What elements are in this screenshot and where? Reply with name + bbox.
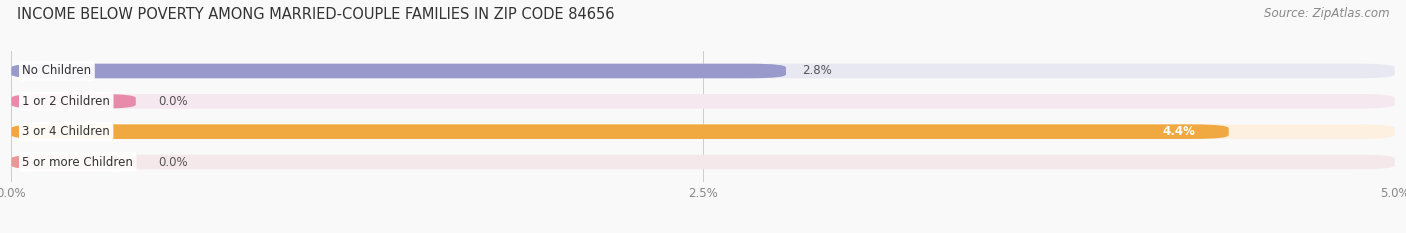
Text: 2.8%: 2.8% bbox=[803, 65, 832, 78]
Text: Source: ZipAtlas.com: Source: ZipAtlas.com bbox=[1264, 7, 1389, 20]
FancyBboxPatch shape bbox=[11, 124, 1229, 139]
Text: 0.0%: 0.0% bbox=[157, 155, 187, 168]
Text: 5 or more Children: 5 or more Children bbox=[22, 155, 134, 168]
FancyBboxPatch shape bbox=[11, 94, 136, 109]
Text: 1 or 2 Children: 1 or 2 Children bbox=[22, 95, 110, 108]
Text: 0.0%: 0.0% bbox=[157, 95, 187, 108]
Text: INCOME BELOW POVERTY AMONG MARRIED-COUPLE FAMILIES IN ZIP CODE 84656: INCOME BELOW POVERTY AMONG MARRIED-COUPL… bbox=[17, 7, 614, 22]
FancyBboxPatch shape bbox=[11, 94, 1395, 109]
FancyBboxPatch shape bbox=[11, 155, 136, 169]
Text: 4.4%: 4.4% bbox=[1163, 125, 1195, 138]
FancyBboxPatch shape bbox=[11, 124, 1395, 139]
FancyBboxPatch shape bbox=[11, 64, 786, 78]
FancyBboxPatch shape bbox=[11, 64, 1395, 78]
Text: No Children: No Children bbox=[22, 65, 91, 78]
FancyBboxPatch shape bbox=[11, 155, 1395, 169]
Text: 3 or 4 Children: 3 or 4 Children bbox=[22, 125, 110, 138]
